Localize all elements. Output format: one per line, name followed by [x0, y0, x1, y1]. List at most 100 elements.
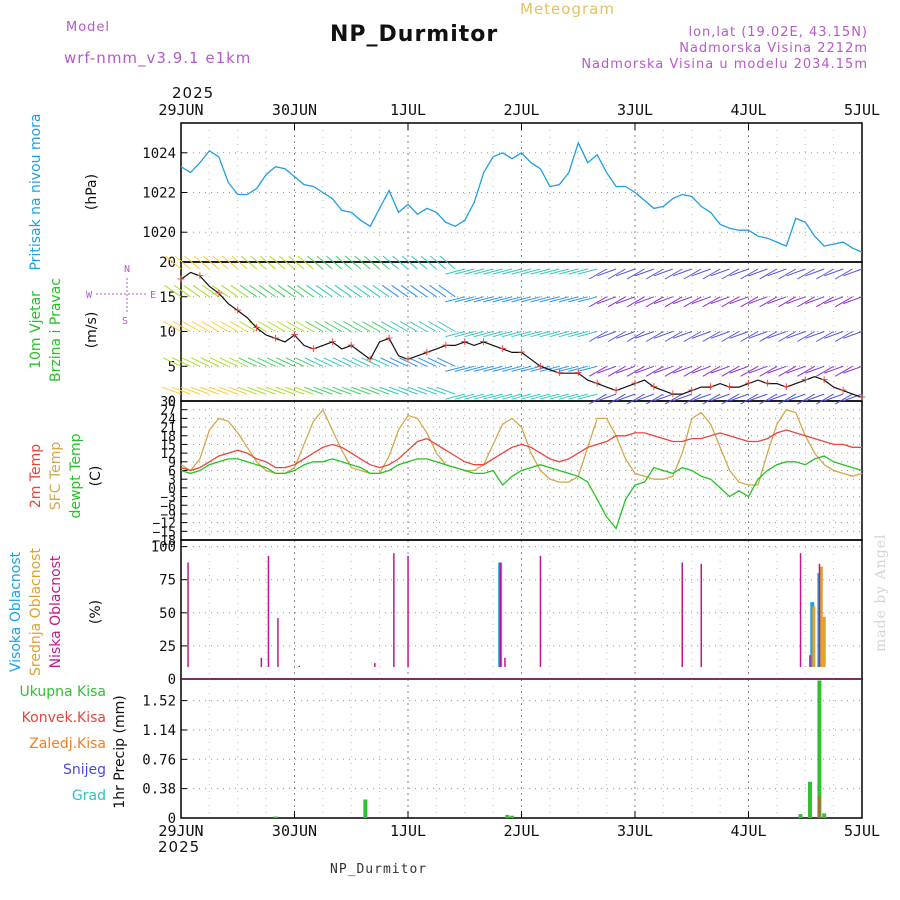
- wind-arrow: [558, 393, 579, 400]
- wind-arrow: [797, 365, 815, 377]
- wind-arrow: [209, 357, 229, 367]
- wind-arrow: [748, 393, 768, 402]
- y-tick-label: −3: [160, 491, 176, 506]
- compass-s-label: S: [122, 316, 128, 327]
- wind-arrow: [162, 386, 182, 395]
- wind-gust-marker: +: [252, 321, 261, 334]
- wind-arrow: [256, 386, 276, 395]
- wind-gust-marker: +: [479, 335, 488, 348]
- wind-arrow: [297, 255, 314, 270]
- wind-gust-marker: +: [630, 377, 639, 390]
- wind-arrow: [362, 321, 380, 332]
- wind-arrow: [392, 255, 409, 270]
- wind-arrow: [445, 365, 465, 372]
- wind-arrow: [653, 296, 673, 305]
- y-tick-label: −9: [160, 508, 176, 523]
- wind-arrow: [240, 255, 258, 270]
- wind-gust-marker: +: [347, 338, 356, 351]
- wind-arrow: [285, 386, 305, 395]
- cloud-bar-low: [407, 555, 409, 667]
- wind-axis-label-1: 10m Vjetar: [28, 291, 44, 369]
- wind-arrow: [729, 331, 749, 339]
- wind-arrow: [429, 284, 447, 298]
- wind-arrow: [473, 296, 494, 303]
- wind-arrow: [520, 365, 541, 372]
- cloud-bar-low: [504, 657, 506, 667]
- wind-arrow: [407, 386, 428, 395]
- wind-arrow: [824, 393, 844, 402]
- wind-arrow: [483, 331, 503, 338]
- wind-arrow: [702, 268, 721, 280]
- wind-arrow: [530, 365, 551, 372]
- model-name: wrf-nmm_v3.9.1 e1km: [64, 49, 252, 67]
- wind-arrow: [589, 393, 607, 405]
- wind-arrow: [266, 386, 286, 395]
- y-tick-label: 24: [160, 412, 176, 427]
- wind-arrow: [267, 321, 286, 332]
- wind-arrow: [427, 357, 447, 367]
- wind-arrow: [740, 268, 759, 280]
- x-tick-label-bottom: 30JUN: [272, 822, 317, 840]
- dewpt-temp-line: [180, 455, 863, 530]
- wind-arrow: [520, 296, 541, 303]
- pressure-unit-label: (hPa): [84, 174, 100, 210]
- wind-arrow: [589, 268, 607, 280]
- wind-arrow: [786, 393, 806, 402]
- model-label: Model: [66, 20, 111, 35]
- wind-arrow: [247, 386, 267, 395]
- y-tick-label: 3: [168, 473, 176, 488]
- wind-arrow: [511, 393, 532, 400]
- wind-arrow: [192, 284, 210, 298]
- wind-arrow: [370, 357, 390, 367]
- cloud-bar-low: [681, 562, 683, 667]
- wind-arrow: [597, 268, 617, 277]
- wind-gust-marker: +: [422, 345, 431, 358]
- x-tick-label-top: 3JUL: [617, 101, 653, 119]
- wind-arrow: [277, 284, 295, 298]
- x-tick-label-bottom: 4JUL: [730, 822, 766, 840]
- wind-arrow: [520, 393, 541, 400]
- cloud-bar-low: [267, 555, 270, 667]
- precip-bar-0: [808, 781, 812, 818]
- wind-gust-marker: +: [820, 373, 829, 386]
- wind-arrow: [295, 357, 314, 367]
- wind-arrow: [645, 331, 664, 342]
- wind-arrow: [616, 331, 636, 339]
- wind-arrow: [797, 268, 815, 280]
- y-tick-label: 0.38: [142, 782, 176, 798]
- year-bottom: 2025: [158, 838, 201, 856]
- wind-arrow: [616, 365, 636, 374]
- cloud-bar-low: [298, 665, 300, 667]
- wind-arrow: [222, 255, 239, 270]
- wind-arrow: [420, 255, 437, 270]
- wind-arrow: [371, 321, 390, 332]
- wind-arrow: [324, 321, 343, 332]
- precip-legend-label: Ukupna Kisa: [19, 684, 106, 700]
- wind-arrow: [568, 365, 588, 372]
- cloud-bar-low: [374, 663, 376, 667]
- wind-gust-marker: +: [801, 373, 810, 386]
- wind-gust-marker: +: [782, 380, 791, 393]
- wind-arrow: [276, 357, 295, 367]
- wind-arrow: [664, 365, 683, 377]
- wind-arrow: [464, 268, 484, 275]
- y-tick-label: 21: [160, 421, 176, 436]
- wind-gust-marker: +: [271, 331, 280, 344]
- wind-arrow: [174, 255, 191, 270]
- cloud-bar-low: [499, 562, 501, 667]
- wind-arrow: [219, 357, 239, 367]
- credit-watermark: made by Angel: [873, 533, 889, 653]
- wind-arrow: [439, 255, 456, 270]
- wind-arrow: [767, 268, 787, 277]
- wind-arrow: [797, 296, 815, 308]
- wind-arrow: [568, 393, 588, 400]
- 2m-temp-line: [180, 429, 862, 472]
- wind-arrow: [778, 393, 797, 405]
- cloud-unit-label: (%): [88, 600, 104, 624]
- wind-arrow: [843, 365, 863, 374]
- wind-arrow: [325, 284, 343, 298]
- wind-arrow: [492, 365, 513, 372]
- wind-arrow: [597, 393, 617, 402]
- wind-arrow: [568, 331, 588, 338]
- wind-arrow: [530, 268, 551, 275]
